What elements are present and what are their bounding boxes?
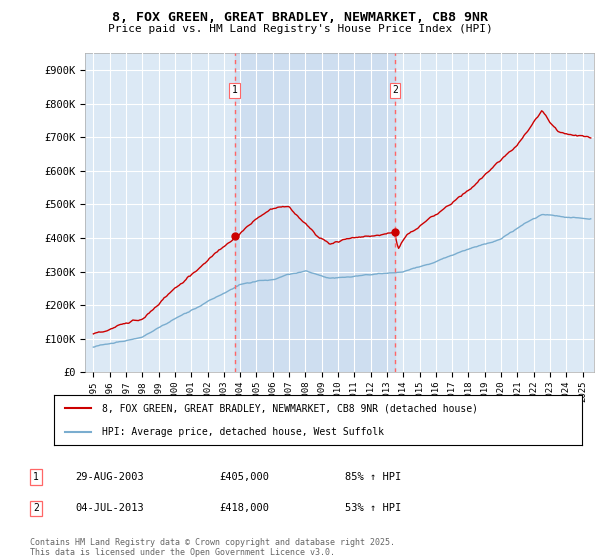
Text: Contains HM Land Registry data © Crown copyright and database right 2025.
This d: Contains HM Land Registry data © Crown c… (30, 538, 395, 557)
Text: 8, FOX GREEN, GREAT BRADLEY, NEWMARKET, CB8 9NR (detached house): 8, FOX GREEN, GREAT BRADLEY, NEWMARKET, … (101, 403, 478, 413)
Text: HPI: Average price, detached house, West Suffolk: HPI: Average price, detached house, West… (101, 427, 383, 437)
Bar (235, 53, 395, 372)
Text: 1: 1 (232, 85, 238, 95)
Text: £405,000: £405,000 (219, 472, 269, 482)
Text: 1: 1 (33, 472, 39, 482)
Text: 04-JUL-2013: 04-JUL-2013 (75, 503, 144, 514)
Text: 29-AUG-2003: 29-AUG-2003 (75, 472, 144, 482)
Text: 2: 2 (33, 503, 39, 514)
Text: £418,000: £418,000 (219, 503, 269, 514)
Text: 53% ↑ HPI: 53% ↑ HPI (345, 503, 401, 514)
Text: 2: 2 (392, 85, 398, 95)
Text: 8, FOX GREEN, GREAT BRADLEY, NEWMARKET, CB8 9NR: 8, FOX GREEN, GREAT BRADLEY, NEWMARKET, … (112, 11, 488, 24)
Text: Price paid vs. HM Land Registry's House Price Index (HPI): Price paid vs. HM Land Registry's House … (107, 24, 493, 34)
Text: 85% ↑ HPI: 85% ↑ HPI (345, 472, 401, 482)
